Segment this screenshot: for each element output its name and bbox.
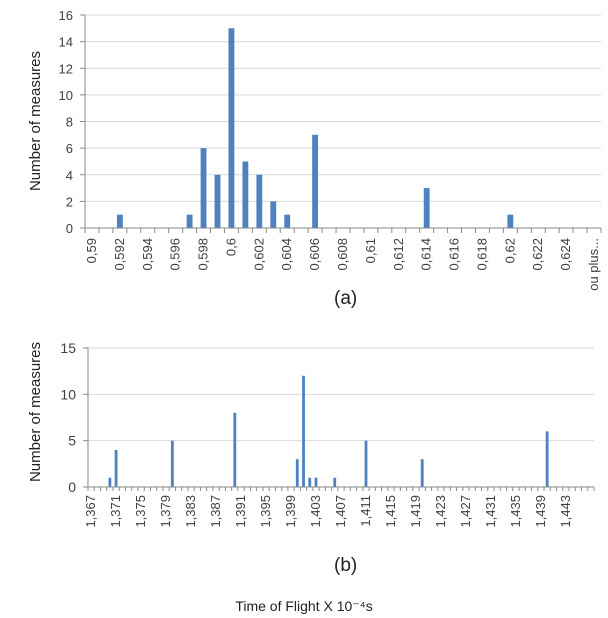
x-tick-label: 0,612 (391, 238, 406, 271)
x-ticks-b: 1,367 1,371 1,375 1,379 1,383 1,387 1,391 1,395… (83, 495, 573, 528)
bar (284, 214, 291, 228)
x-tick-label: 1,411 (358, 495, 373, 527)
bar (214, 174, 221, 228)
bar (242, 161, 249, 228)
y-tick-label: 10 (60, 386, 76, 402)
bar (170, 440, 174, 487)
bar (312, 134, 319, 228)
bars-a (116, 28, 514, 228)
panel-label-a: (a) (334, 288, 358, 309)
grid-a (85, 14, 601, 202)
y-tick-label: 15 (60, 340, 76, 356)
x-tick-label: 1,439 (533, 495, 548, 528)
bar (308, 477, 312, 487)
bar (333, 477, 337, 487)
x-tick-label: 0,624 (558, 238, 573, 271)
x-tick-label: 0,618 (474, 238, 489, 271)
y-axis-label-b: Number of measures (27, 342, 44, 482)
y-tick-label: 0 (68, 479, 76, 495)
x-tick-label: 1,395 (258, 495, 273, 528)
x-tick-label: 1,367 (83, 495, 98, 528)
x-tick-label: 1,391 (233, 495, 248, 528)
x-tick-label: 1,403 (308, 495, 323, 528)
x-tick-label: 1,415 (383, 495, 398, 528)
y-tick-label: 14 (59, 35, 73, 50)
x-ticks-a: 0,59 0,592 0,594 0,596 0,598 0,6 0,602 0,604 0,6… (84, 238, 601, 291)
x-tick-label: 0,592 (112, 238, 127, 271)
y-ticks-a: 0 2 4 6 8 10 12 14 16 (59, 8, 73, 236)
bar (364, 440, 368, 487)
y-tick-label: 16 (59, 8, 73, 23)
axes-b (83, 347, 595, 491)
y-tick-label: 6 (66, 141, 73, 156)
y-axis-label-a: Number of measures (27, 51, 44, 191)
bar (186, 214, 193, 228)
x-tick-label: 0,622 (530, 238, 545, 271)
x-tick-label: 0,62 (502, 238, 517, 263)
bar (314, 477, 318, 487)
x-tick-label: 0,594 (140, 238, 155, 271)
bar (420, 459, 424, 487)
x-tick-label: 1,379 (158, 495, 173, 528)
chart-b: Number of measures 0 5 10 15 1,367 1,371 1,37… (27, 340, 595, 528)
panel-label-b: (b) (334, 555, 358, 576)
x-tick-label: 1,399 (283, 495, 298, 528)
bar (507, 214, 514, 228)
y-tick-label: 4 (66, 168, 73, 183)
x-tick-label: 0,614 (419, 238, 434, 271)
grid-b (88, 347, 594, 442)
x-tick-label: 0,616 (447, 238, 462, 271)
bar (423, 188, 430, 228)
y-tick-label: 5 (68, 433, 76, 449)
y-tick-label: 12 (59, 61, 73, 76)
bar (108, 477, 112, 487)
x-tick-label: 1,387 (208, 495, 223, 528)
y-tick-label: 8 (66, 115, 73, 130)
y-tick-label: 2 (66, 194, 73, 209)
x-tick-label: 1,383 (183, 495, 198, 528)
bar (256, 174, 263, 228)
bar (270, 201, 277, 228)
bar (545, 431, 549, 487)
bar (295, 459, 299, 487)
axes-a (80, 14, 602, 233)
x-tick-label: 0,608 (335, 238, 350, 271)
bar (116, 214, 123, 228)
bar (233, 412, 237, 487)
x-tick-label: 0,598 (196, 238, 211, 271)
bar (302, 375, 305, 487)
x-axis-label: Time of Flight X 10⁻⁴s (235, 598, 373, 614)
x-tick-label: 0,6 (223, 238, 238, 256)
x-tick-label: 1,423 (433, 495, 448, 528)
x-tick-label: 0,604 (279, 238, 294, 271)
x-tick-label: 0,59 (84, 238, 99, 263)
bar (114, 449, 118, 487)
y-tick-label: 0 (66, 221, 73, 236)
x-tick-label: 1,375 (133, 495, 148, 528)
bar (228, 28, 235, 228)
x-tick-label: 1,419 (408, 495, 423, 528)
x-tick-label: 1,435 (508, 495, 523, 528)
x-tick-label: 0,61 (363, 238, 378, 263)
x-tick-label: 1,443 (558, 495, 573, 528)
x-tick-label: 1,427 (458, 495, 473, 528)
x-tick-label: ou plus... (586, 238, 601, 291)
x-tick-label: 1,407 (333, 495, 348, 528)
y-tick-label: 10 (59, 88, 73, 103)
x-tick-label: 1,371 (108, 495, 123, 528)
x-tick-label: 0,596 (168, 238, 183, 271)
x-tick-label: 0,602 (251, 238, 266, 271)
y-ticks-b: 0 5 10 15 (60, 340, 76, 495)
bars-b (108, 375, 549, 487)
x-tick-label: 0,606 (307, 238, 322, 271)
x-tick-label: 1,431 (483, 495, 498, 528)
bar (200, 148, 207, 228)
